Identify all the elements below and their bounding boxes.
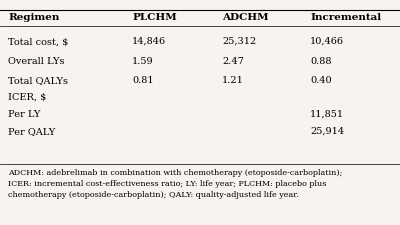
- Text: 10,466: 10,466: [310, 37, 344, 46]
- Text: PLCHM: PLCHM: [132, 13, 177, 22]
- Text: ADCHM: ADCHM: [222, 13, 269, 22]
- Text: 0.40: 0.40: [310, 76, 332, 85]
- Text: ADCHM: adebrelimab in combination with chemotherapy (etoposide-carboplatin);
ICE: ADCHM: adebrelimab in combination with c…: [8, 169, 342, 199]
- Text: 25,914: 25,914: [310, 127, 344, 136]
- Text: Per QALY: Per QALY: [8, 127, 55, 136]
- Text: 1.59: 1.59: [132, 57, 154, 66]
- Text: Regimen: Regimen: [8, 13, 59, 22]
- Text: Overall LYs: Overall LYs: [8, 57, 64, 66]
- Text: Per LY: Per LY: [8, 110, 40, 119]
- Text: 1.21: 1.21: [222, 76, 244, 85]
- Text: ICER, $: ICER, $: [8, 93, 46, 102]
- Text: 0.88: 0.88: [310, 57, 332, 66]
- Text: 0.81: 0.81: [132, 76, 154, 85]
- Text: Total QALYs: Total QALYs: [8, 76, 68, 85]
- Text: 11,851: 11,851: [310, 110, 344, 119]
- Text: Incremental: Incremental: [310, 13, 381, 22]
- Text: 25,312: 25,312: [222, 37, 256, 46]
- Text: 14,846: 14,846: [132, 37, 166, 46]
- Text: Total cost, $: Total cost, $: [8, 37, 68, 46]
- Text: 2.47: 2.47: [222, 57, 244, 66]
